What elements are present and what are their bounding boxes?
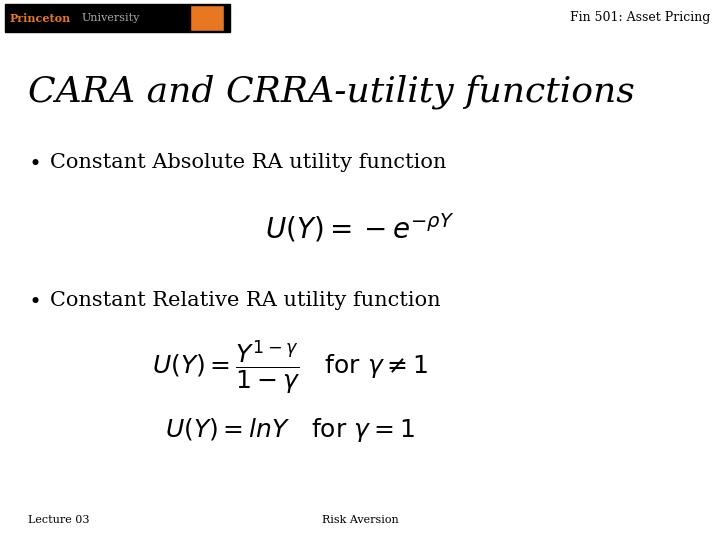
Text: University: University (82, 13, 140, 23)
Text: $U(Y) = -e^{-\rho Y}$: $U(Y) = -e^{-\rho Y}$ (266, 212, 454, 245)
Text: CARA and CRRA-utility functions: CARA and CRRA-utility functions (28, 75, 635, 109)
FancyBboxPatch shape (5, 4, 230, 32)
Text: Lecture 03: Lecture 03 (28, 515, 89, 525)
Text: $\bullet$: $\bullet$ (28, 290, 40, 310)
Text: Risk Aversion: Risk Aversion (322, 515, 398, 525)
Text: Constant Relative RA utility function: Constant Relative RA utility function (50, 291, 441, 309)
Text: Constant Absolute RA utility function: Constant Absolute RA utility function (50, 152, 446, 172)
Text: $\bullet$: $\bullet$ (28, 152, 40, 172)
Text: Princeton: Princeton (10, 12, 71, 24)
FancyBboxPatch shape (190, 5, 224, 31)
Text: $U(Y) = \dfrac{Y^{1-\gamma}}{1-\gamma}$$\quad \mathrm{for}\ \gamma \neq 1$: $U(Y) = \dfrac{Y^{1-\gamma}}{1-\gamma}$$… (152, 339, 428, 397)
Text: Fin 501: Asset Pricing: Fin 501: Asset Pricing (570, 11, 710, 24)
Text: $U(Y) = \mathit{ln} Y \quad \mathrm{for}\ \gamma = 1$: $U(Y) = \mathit{ln} Y \quad \mathrm{for}… (165, 416, 415, 444)
